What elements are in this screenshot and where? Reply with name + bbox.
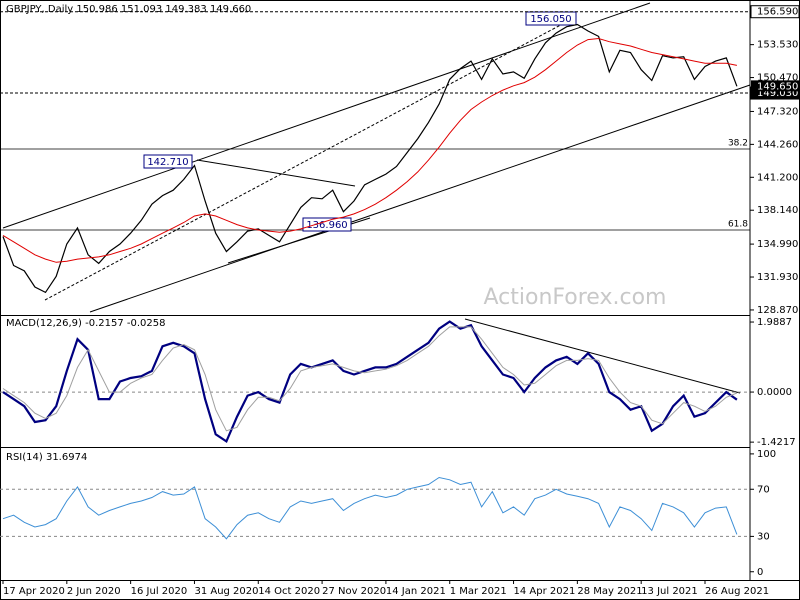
y-tick-label: 30	[757, 531, 770, 542]
rsi-title: RSI(14) 31.6974	[6, 452, 87, 463]
y-tick-label: 144.260	[757, 139, 798, 150]
y-tick-label: 1.9887	[757, 317, 792, 328]
y-tick-label: 150.470	[757, 73, 798, 84]
chart-title: GBPJPY, Daily 150.986 151.093 149.383 14…	[6, 4, 251, 15]
series-line	[2, 37, 738, 263]
x-tick-label: 17 Apr 2020	[3, 586, 65, 597]
x-tick-label: 28 May 2021	[577, 586, 642, 597]
series-line	[2, 23, 738, 294]
y-tick-label: 0.0000	[757, 387, 792, 398]
series-line	[2, 326, 738, 432]
x-tick-label: 14 Oct 2020	[258, 586, 320, 597]
y-tick-label: 138.140	[757, 205, 798, 216]
level-box	[750, 5, 800, 19]
x-tick-label: 16 Jul 2020	[131, 586, 188, 597]
x-tick-label: 14 Jan 2021	[386, 586, 446, 597]
y-tick-label: 147.320	[757, 106, 798, 117]
x-tick-label: 14 Apr 2021	[514, 586, 576, 597]
series-line	[2, 320, 738, 444]
annotation: 136.960	[306, 220, 347, 231]
macd-title: MACD(12,26,9) -0.2157 -0.0258	[6, 318, 166, 329]
x-tick-label: 2 Jun 2020	[67, 586, 121, 597]
x-tick-label: 26 Aug 2021	[705, 586, 769, 597]
watermark: ActionForex.com	[484, 285, 667, 310]
y-tick-label: 131.930	[757, 272, 798, 283]
x-tick-label: 1 Mar 2021	[450, 586, 507, 597]
annotation: 142.710	[147, 157, 188, 168]
y-tick-label: -1.4217	[757, 437, 796, 448]
series-line	[2, 476, 738, 540]
y-tick-label: 141.200	[757, 172, 798, 183]
annotation-box	[143, 154, 193, 169]
y-tick-label: 70	[757, 484, 770, 495]
annotation: 156.050	[530, 14, 571, 25]
level-label: 149.030	[757, 88, 798, 99]
trendlines	[0, 2, 751, 394]
x-tick-label: 31 Aug 2020	[194, 586, 258, 597]
y-tick-label: 128.870	[757, 305, 798, 316]
last-price-box	[751, 80, 799, 92]
y-tick-label: 134.990	[757, 239, 798, 250]
y-tick-label: 0	[757, 567, 763, 578]
level-label: 156.590	[757, 7, 798, 18]
annotation-box	[302, 217, 352, 232]
last-price-label: 149.650	[757, 81, 798, 92]
x-tick-label: 13 Jul 2021	[641, 586, 698, 597]
x-tick-label: 27 Nov 2020	[322, 586, 386, 597]
fib-label: 38.2	[728, 139, 748, 149]
y-tick-label: 153.530	[757, 40, 798, 51]
fib-label: 61.8	[728, 220, 748, 230]
y-tick-label: 100	[757, 449, 776, 460]
